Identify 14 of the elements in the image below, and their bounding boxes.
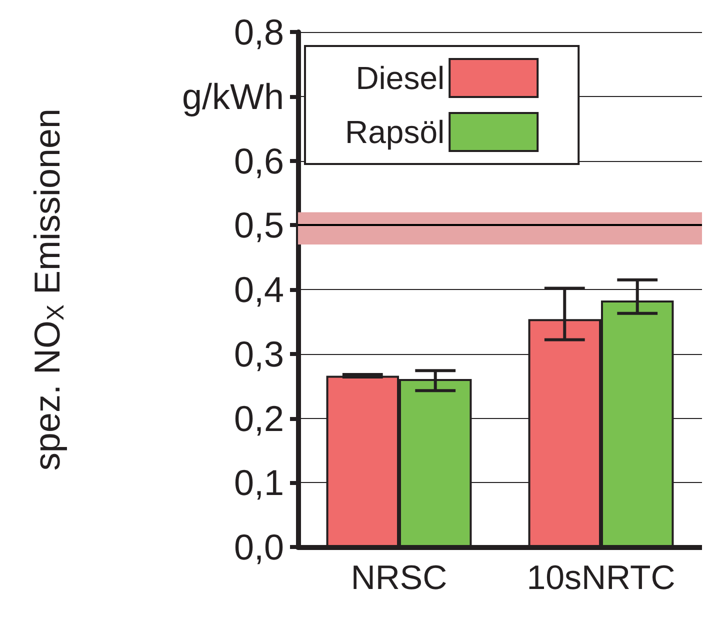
- y-tick-label: g/kWh: [182, 76, 284, 117]
- y-tick-label: 0,0: [234, 526, 284, 568]
- y-tick-label: 0,8: [234, 12, 284, 52]
- y-tick-label: 0,3: [234, 333, 284, 374]
- y-tick-label: 0,2: [234, 398, 284, 439]
- legend-label: Rapsöl: [345, 114, 445, 150]
- y-tick-label: 0,5: [234, 204, 284, 246]
- legend-label: Diesel: [356, 60, 445, 96]
- x-tick-label: NRSC: [350, 559, 448, 597]
- y-tick-label: 0,4: [234, 269, 284, 310]
- x-tick-label: 10sNRTC: [526, 559, 676, 597]
- y-axis-title: spez. NOX Emissionen: [26, 108, 70, 471]
- y-tick-label: 0,1: [234, 462, 284, 504]
- y-tick-label: 0,6: [234, 140, 284, 182]
